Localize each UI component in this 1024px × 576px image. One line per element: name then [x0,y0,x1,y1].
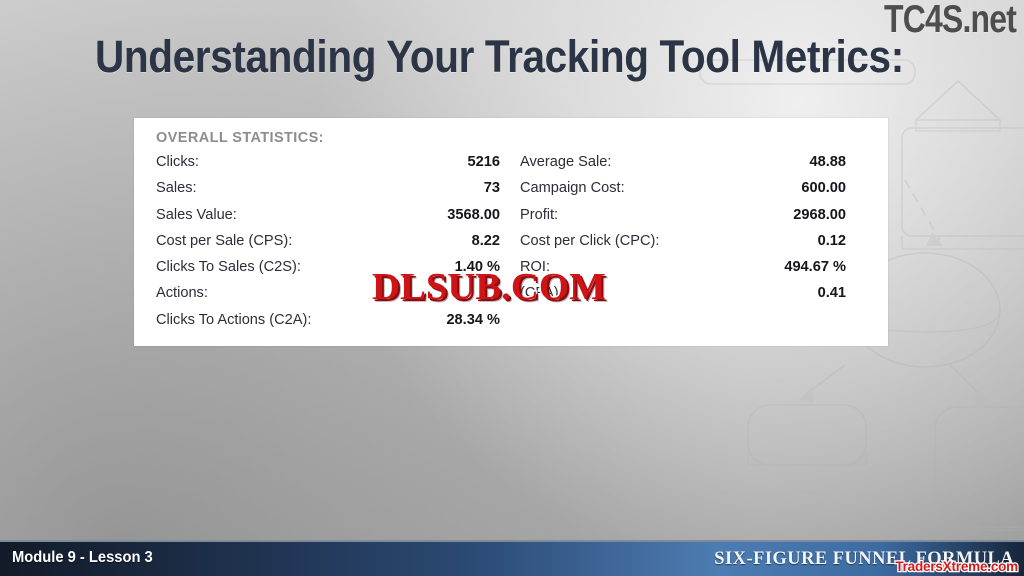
stat-value: 28.34 % [446,311,500,328]
stat-row: Clicks: 5216 [156,154,522,180]
stat-value: 0.12 [817,232,846,249]
stat-value: 1.40 % [454,259,500,276]
tc4s-watermark: TC4S.net [883,0,1017,41]
stat-label: Cost per Sale (CPS): [156,232,293,249]
stat-value: 600.00 [801,180,846,197]
overall-statistics-panel: OVERALL STATISTICS: Clicks: 5216 Sales: … [134,118,888,346]
stats-left-column: Clicks: 5216 Sales: 73 Sales Value: 3568… [156,154,522,338]
stat-label: ROI: [520,259,550,276]
footer-bar: Module 9 - Lesson 3 SIX-FIGURE FUNNEL FO… [0,540,1024,576]
stat-label: Average Sale: [520,154,612,170]
stat-row: ROI: 494.67 % [520,259,866,285]
stat-value: 73 [483,180,500,197]
stat-label: Sales Value: [156,206,237,223]
stat-row: (CPA): 0.41 [520,285,866,311]
stat-label: Profit: [520,206,559,223]
stat-value: 5216 [467,154,500,170]
stat-label: Clicks To Sales (C2S): [156,259,301,276]
stat-value: 0.41 [817,285,846,302]
stat-label: Campaign Cost: [520,180,625,197]
stat-row: Cost per Sale (CPS): 8.22 [156,233,522,259]
tradersxtreme-watermark: TradersXtreme.com [894,558,1019,576]
stat-label: Clicks: [156,154,199,170]
stat-value: 494.67 % [784,259,846,276]
stat-row: Average Sale: 48.88 [520,154,866,180]
stat-row: Profit: 2968.00 [520,207,866,233]
stat-row: Cost per Click (CPC): 0.12 [520,233,866,259]
stat-label: (CPA): [520,285,563,302]
stat-value: 48.88 [809,154,846,170]
panel-heading: OVERALL STATISTICS: [156,130,324,146]
stat-row: Campaign Cost: 600.00 [520,180,866,206]
course-brand: SIX-FIGURE FUNNEL FORMULA [714,548,1014,569]
stat-value: 2968.00 [793,206,846,223]
stat-value: 3568.00 [447,206,500,223]
stat-label: Sales: [156,180,197,197]
stat-label: Cost per Click (CPC): [520,232,660,249]
stat-row: Clicks To Actions (C2A): 28.34 % [156,312,522,338]
dlsub-watermark: DLSUB.COM [370,266,607,308]
dlsub-watermark-text: DLSUB.COM [370,266,607,308]
stat-label: Actions: [156,285,208,302]
lesson-label: Module 9 - Lesson 3 [12,549,153,566]
stat-value: 8.22 [471,232,500,249]
stat-label: Clicks To Actions (C2A): [156,311,312,328]
stat-row: Sales: 73 [156,180,522,206]
stat-row: Sales Value: 3568.00 [156,207,522,233]
stat-row: Actions: [156,285,522,311]
stats-right-column: Average Sale: 48.88 Campaign Cost: 600.0… [520,154,866,312]
stat-row: Clicks To Sales (C2S): 1.40 % [156,259,522,285]
page-title: Understanding Your Tracking Tool Metrics… [95,31,904,82]
